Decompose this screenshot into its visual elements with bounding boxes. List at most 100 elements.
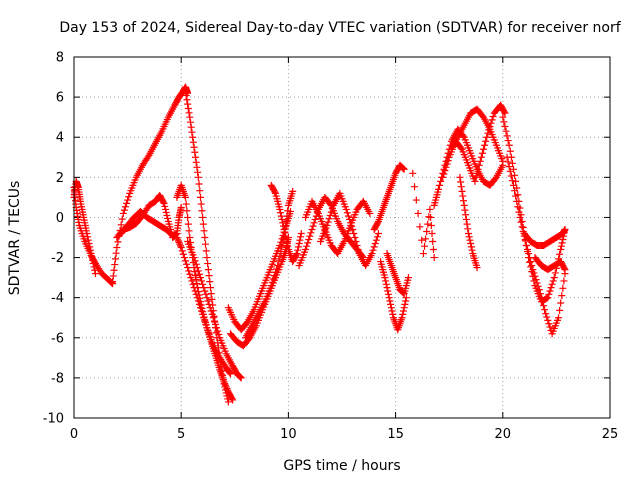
data-point [457, 178, 465, 186]
data-point [483, 133, 491, 141]
data-point [202, 320, 210, 328]
data-point [353, 242, 361, 250]
data-point [541, 306, 549, 314]
data-point [303, 242, 311, 250]
data-point [293, 250, 301, 258]
data-point [561, 266, 569, 274]
data-point [464, 229, 472, 237]
data-point [222, 381, 230, 389]
data-point [504, 137, 512, 145]
data-point [517, 218, 525, 226]
data-point [371, 240, 379, 248]
data-point [512, 177, 520, 185]
data-point [276, 205, 284, 213]
data-point [91, 270, 99, 278]
data-point [442, 163, 450, 171]
data-point [557, 242, 565, 250]
data-point [381, 274, 389, 282]
data-point [159, 198, 167, 206]
data-point [193, 294, 201, 302]
data-point [281, 229, 289, 237]
data-point [199, 213, 207, 221]
data-point [176, 242, 184, 250]
data-point [164, 214, 172, 222]
data-point [214, 327, 222, 335]
data-point [193, 163, 201, 171]
data-point [556, 250, 564, 258]
data-point [193, 264, 201, 272]
data-point [199, 280, 207, 288]
data-point [208, 310, 216, 318]
data-point [463, 220, 471, 228]
data-point [180, 254, 188, 262]
data-point [297, 229, 305, 237]
data-point [184, 264, 192, 272]
x-tick-label: 15 [387, 427, 404, 442]
data-point [352, 238, 360, 246]
data-point [163, 211, 171, 219]
data-point [192, 290, 200, 298]
data-point [346, 215, 354, 223]
data-point [224, 386, 232, 394]
data-points [70, 83, 569, 406]
data-point [542, 310, 550, 318]
data-point [465, 233, 473, 241]
data-point [187, 274, 195, 282]
data-point [350, 229, 358, 237]
data-point [276, 252, 284, 260]
data-point [282, 217, 290, 225]
data-point [543, 294, 551, 302]
data-point [373, 233, 381, 241]
series-arc-3 [109, 83, 192, 286]
data-point [198, 307, 206, 315]
data-point [186, 118, 194, 126]
series-arc-28 [531, 254, 569, 274]
y-tick-label: -8 [51, 371, 64, 386]
series-arc-20 [409, 169, 438, 262]
data-point [107, 278, 115, 286]
data-point [181, 193, 189, 201]
data-point [388, 307, 396, 315]
data-point [280, 225, 288, 233]
data-point [267, 282, 275, 290]
series-arc-9 [184, 238, 245, 382]
data-point [472, 173, 480, 181]
data-point [308, 225, 316, 233]
x-tick-label: 0 [70, 427, 78, 442]
data-point [389, 310, 397, 318]
data-point [466, 236, 474, 244]
data-point [478, 149, 486, 157]
data-point [224, 398, 232, 406]
data-point [183, 96, 191, 104]
data-point [111, 255, 119, 263]
data-point [444, 157, 452, 165]
y-tick-label: 6 [56, 91, 64, 106]
data-point [370, 243, 378, 251]
data-point [503, 132, 511, 140]
data-point [184, 220, 192, 228]
data-point [327, 208, 335, 216]
data-point [558, 239, 566, 247]
data-point [183, 260, 191, 268]
data-point [208, 339, 216, 347]
data-point [326, 211, 334, 219]
data-point [182, 200, 190, 208]
series-arc-18 [377, 258, 410, 334]
data-point [387, 304, 395, 312]
data-point [297, 233, 305, 241]
data-point [278, 243, 286, 251]
data-point [538, 298, 546, 306]
data-point [188, 128, 196, 136]
data-point [188, 277, 196, 285]
data-point [531, 272, 539, 280]
data-point [193, 280, 201, 288]
data-point [412, 196, 420, 204]
data-point [559, 284, 567, 292]
data-point [185, 109, 193, 117]
data-point [194, 297, 202, 305]
data-point [205, 330, 213, 338]
data-point [543, 313, 551, 321]
data-point [269, 275, 277, 283]
data-point [189, 133, 197, 141]
data-point [530, 269, 538, 277]
